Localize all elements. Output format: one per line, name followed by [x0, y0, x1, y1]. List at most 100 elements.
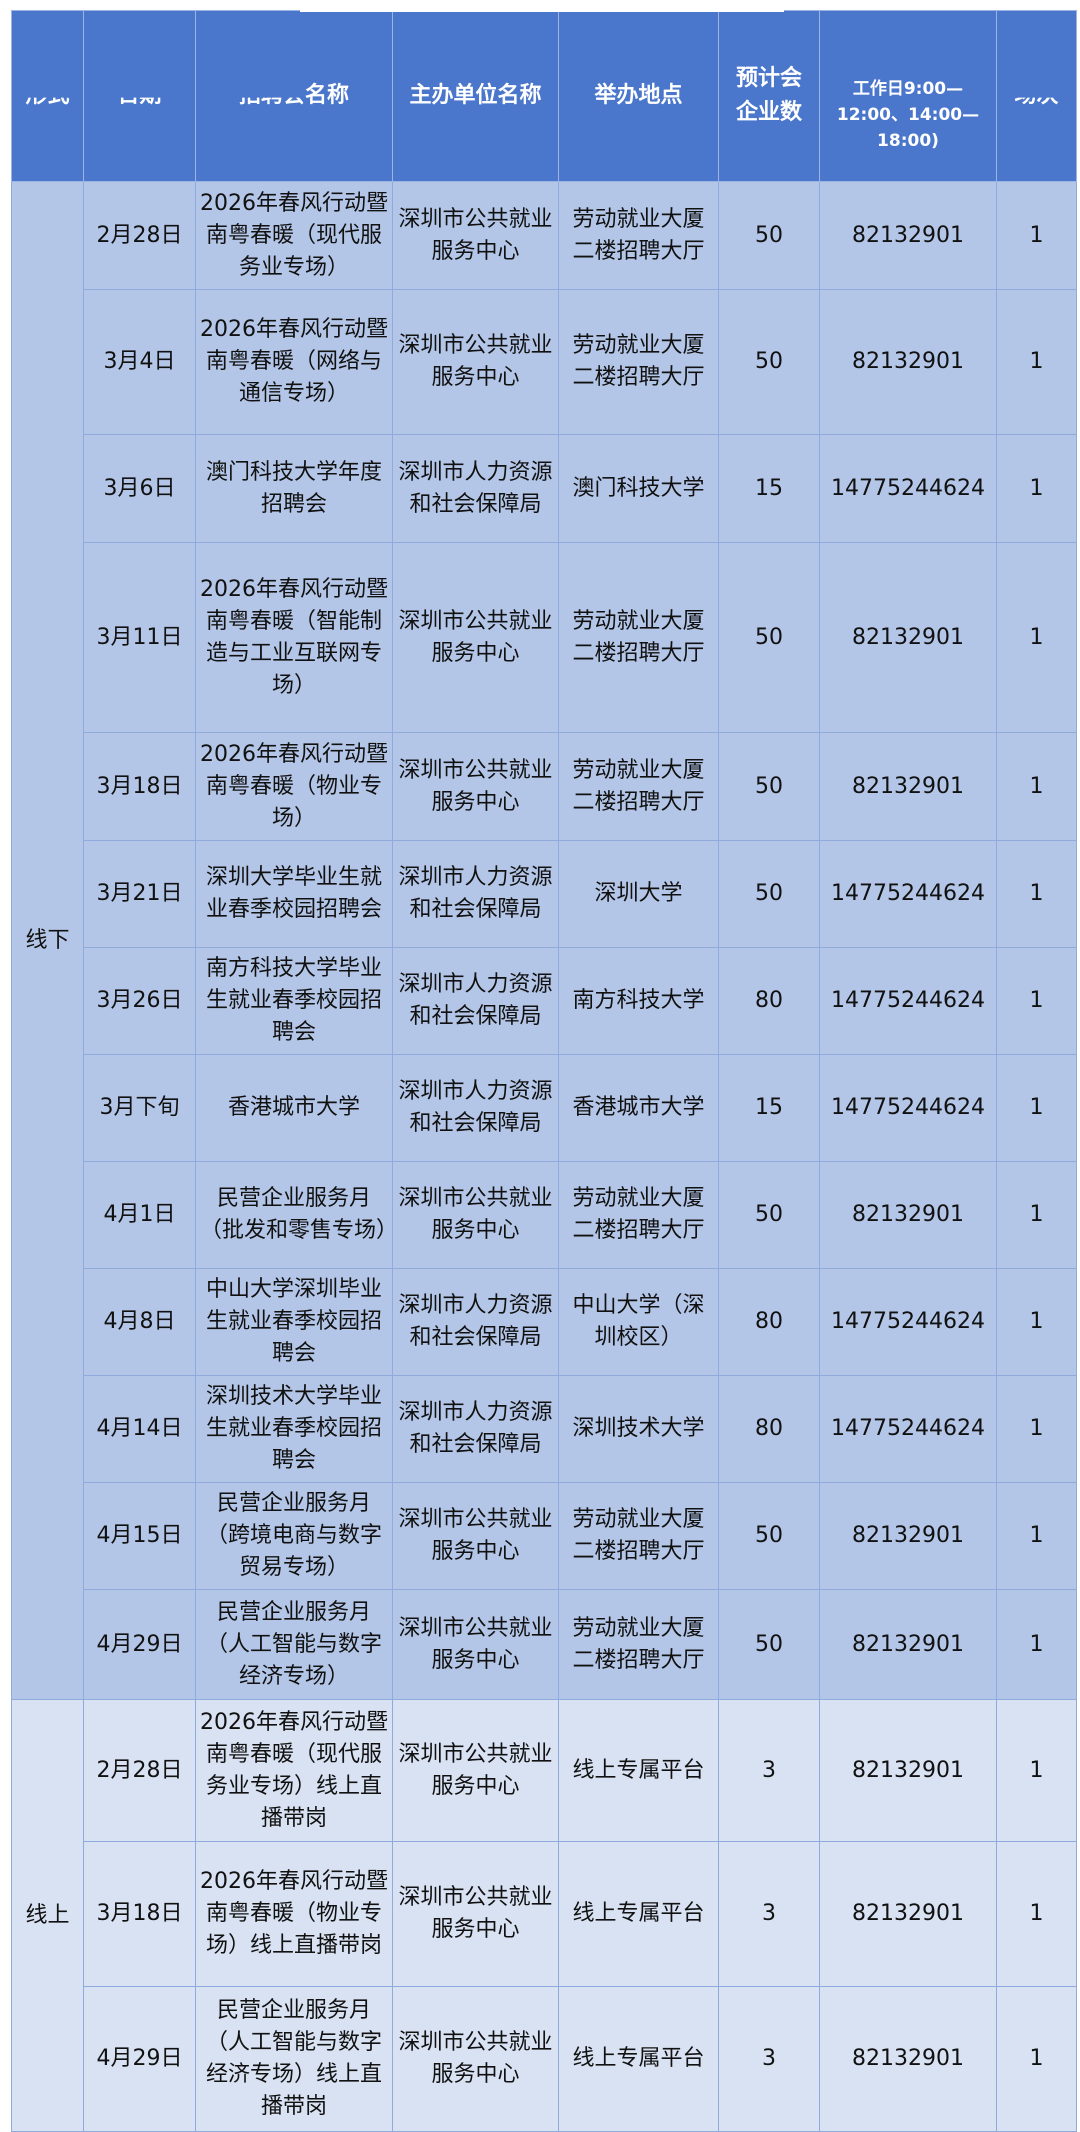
date-cell: 3月21日	[83, 840, 196, 948]
phone-cell: 82132901	[819, 289, 997, 435]
phone-cell: 14775244624	[819, 434, 997, 543]
header-name: 招聘会名称	[195, 10, 393, 182]
date-cell: 3月11日	[83, 542, 196, 733]
date-cell: 3月26日	[83, 947, 196, 1055]
name-cell: 2026年春风行动暨南粤春暖（现代服务业专场）线上直播带岗	[195, 1699, 393, 1842]
sessions-cell: 1	[996, 434, 1077, 543]
table-row: 4月29日 民营企业服务月（人工智能与数字经济专场）线上直播带岗 深圳市公共就业服务…	[12, 1986, 1077, 2132]
sessions-cell: 1	[996, 181, 1077, 290]
companies-cell: 15	[718, 434, 820, 543]
phone-cell: 14775244624	[819, 1268, 997, 1376]
sessions-cell: 1	[996, 947, 1077, 1055]
date-cell: 3月18日	[83, 1841, 196, 1987]
header-date: 日期	[83, 10, 196, 182]
date-cell: 3月18日	[83, 732, 196, 841]
host-cell: 深圳市人力资源和社会保障局	[392, 840, 559, 948]
date-cell: 3月下旬	[83, 1054, 196, 1162]
date-cell: 4月29日	[83, 1986, 196, 2132]
header-phone: 工作日9:00—12:00、14:00—18:00)	[819, 10, 997, 182]
table-row: 线下 2月28日 2026年春风行动暨南粤春暖（现代服务业专场） 深圳市公共就业服务中…	[11, 181, 1077, 1700]
table-row: 4月1日 民营企业服务月（批发和零售专场） 深圳市公共就业服务中心 劳动就业大厦二楼招…	[12, 1161, 1077, 1269]
companies-cell: 15	[718, 1054, 820, 1162]
companies-cell: 80	[718, 1375, 820, 1483]
date-cell: 4月29日	[83, 1589, 196, 1700]
host-cell: 深圳市人力资源和社会保障局	[392, 947, 559, 1055]
phone-cell: 14775244624	[819, 840, 997, 948]
table-row: 4月15日 民营企业服务月（跨境电商与数字贸易专场） 深圳市公共就业服务中心 劳动就业…	[12, 1482, 1077, 1590]
name-cell: 民营企业服务月（批发和零售专场）	[195, 1161, 398, 1269]
name-cell: 中山大学深圳毕业生就业春季校园招聘会	[195, 1268, 393, 1376]
name-cell: 民营企业服务月（跨境电商与数字贸易专场）	[195, 1482, 393, 1590]
date-cell: 4月15日	[83, 1482, 196, 1590]
table-row: 4月14日 深圳技术大学毕业生就业春季校园招聘会 深圳市人力资源和社会保障局 深圳技术…	[12, 1375, 1077, 1483]
header-row: 形式 日期 招聘会名称 主办单位名称 举办地点 预计会企业数 工作日9:00—1…	[11, 10, 1077, 182]
top-cover	[300, 0, 784, 12]
name-cell: 2026年春风行动暨南粤春暖（物业专场）线上直播带岗	[195, 1841, 393, 1987]
sessions-cell: 1	[996, 1986, 1077, 2132]
phone-cell: 82132901	[819, 1161, 997, 1269]
table-row: 线上 2月28日 2026年春风行动暨南粤春暖（现代服务业专场）线上直播带岗 深圳市公…	[11, 1699, 1077, 2132]
table-row: 3月18日 2026年春风行动暨南粤春暖（物业专场）线上直播带岗 深圳市公共就业服务…	[12, 1841, 1077, 1987]
phone-cell: 14775244624	[819, 947, 997, 1055]
name-cell: 民营企业服务月（人工智能与数字经济专场）线上直播带岗	[195, 1986, 393, 2132]
host-cell: 深圳市公共就业服务中心	[392, 732, 559, 841]
date-cell: 3月4日	[83, 289, 196, 435]
date-cell: 2月28日	[83, 181, 196, 290]
companies-cell: 3	[718, 1986, 820, 2132]
name-cell: 澳门科技大学年度招聘会	[195, 434, 393, 543]
venue-cell: 深圳大学	[558, 840, 719, 948]
date-cell: 4月8日	[83, 1268, 196, 1376]
venue-cell: 澳门科技大学	[558, 434, 719, 543]
table-row: 3月4日 2026年春风行动暨南粤春暖（网络与通信专场） 深圳市公共就业服务中心 劳动…	[12, 289, 1077, 435]
sessions-cell: 1	[996, 1841, 1077, 1987]
companies-cell: 50	[718, 1161, 820, 1269]
companies-cell: 3	[718, 1841, 820, 1987]
host-cell: 深圳市公共就业服务中心	[392, 542, 559, 733]
host-cell: 深圳市人力资源和社会保障局	[392, 1268, 559, 1376]
venue-cell: 劳动就业大厦二楼招聘大厅	[558, 732, 719, 841]
name-cell: 南方科技大学毕业生就业春季校园招聘会	[195, 947, 393, 1055]
venue-cell: 线上专属平台	[558, 1986, 719, 2132]
name-cell: 2026年春风行动暨南粤春暖（现代服务业专场）	[195, 181, 393, 290]
host-cell: 深圳市人力资源和社会保障局	[392, 434, 559, 543]
venue-cell: 劳动就业大厦二楼招聘大厅	[558, 289, 719, 435]
format-cell: 线上	[11, 1699, 84, 2132]
sessions-cell: 1	[996, 1268, 1077, 1376]
sessions-cell: 1	[996, 1375, 1077, 1483]
table-row: 3月26日 南方科技大学毕业生就业春季校园招聘会 深圳市人力资源和社会保障局 南方科技…	[12, 947, 1077, 1055]
host-cell: 深圳市公共就业服务中心	[392, 1482, 559, 1590]
phone-cell: 82132901	[819, 732, 997, 841]
venue-cell: 劳动就业大厦二楼招聘大厅	[558, 181, 719, 290]
venue-cell: 劳动就业大厦二楼招聘大厅	[558, 1482, 719, 1590]
name-cell: 深圳大学毕业生就业春季校园招聘会	[195, 840, 393, 948]
phone-cell: 82132901	[819, 1699, 997, 1842]
phone-cell: 82132901	[819, 1482, 997, 1590]
host-cell: 深圳市公共就业服务中心	[392, 1986, 559, 2132]
sessions-cell: 1	[996, 1161, 1077, 1269]
format-cell: 线下	[11, 181, 84, 1700]
header-companies: 预计会企业数	[718, 10, 820, 182]
sessions-cell: 1	[996, 1054, 1077, 1162]
companies-cell: 50	[718, 181, 820, 290]
sessions-cell: 1	[996, 1699, 1077, 1842]
job-fair-table: 形式 日期 招聘会名称 主办单位名称 举办地点 预计会企业数 工作日9:00—1…	[11, 10, 1077, 2132]
table-row: 3月下旬 香港城市大学 深圳市人力资源和社会保障局 香港城市大学 15 147752446…	[12, 1054, 1077, 1162]
companies-cell: 80	[718, 947, 820, 1055]
companies-cell: 50	[718, 1589, 820, 1700]
sessions-cell: 1	[996, 1589, 1077, 1700]
phone-cell: 82132901	[819, 542, 997, 733]
host-cell: 深圳市公共就业服务中心	[392, 1589, 559, 1700]
phone-cell: 14775244624	[819, 1375, 997, 1483]
host-cell: 深圳市公共就业服务中心	[392, 181, 559, 290]
table-row: 3月6日 澳门科技大学年度招聘会 深圳市人力资源和社会保障局 澳门科技大学 15 1477…	[12, 434, 1077, 543]
host-cell: 深圳市公共就业服务中心	[392, 1161, 559, 1269]
sessions-cell: 1	[996, 289, 1077, 435]
header-sessions: 场次	[996, 10, 1077, 182]
host-cell: 深圳市公共就业服务中心	[392, 1699, 559, 1842]
sessions-cell: 1	[996, 732, 1077, 841]
host-cell: 深圳市公共就业服务中心	[392, 1841, 559, 1987]
date-cell: 3月6日	[83, 434, 196, 543]
venue-cell: 线上专属平台	[558, 1841, 719, 1987]
sessions-cell: 1	[996, 840, 1077, 948]
venue-cell: 劳动就业大厦二楼招聘大厅	[558, 542, 719, 733]
